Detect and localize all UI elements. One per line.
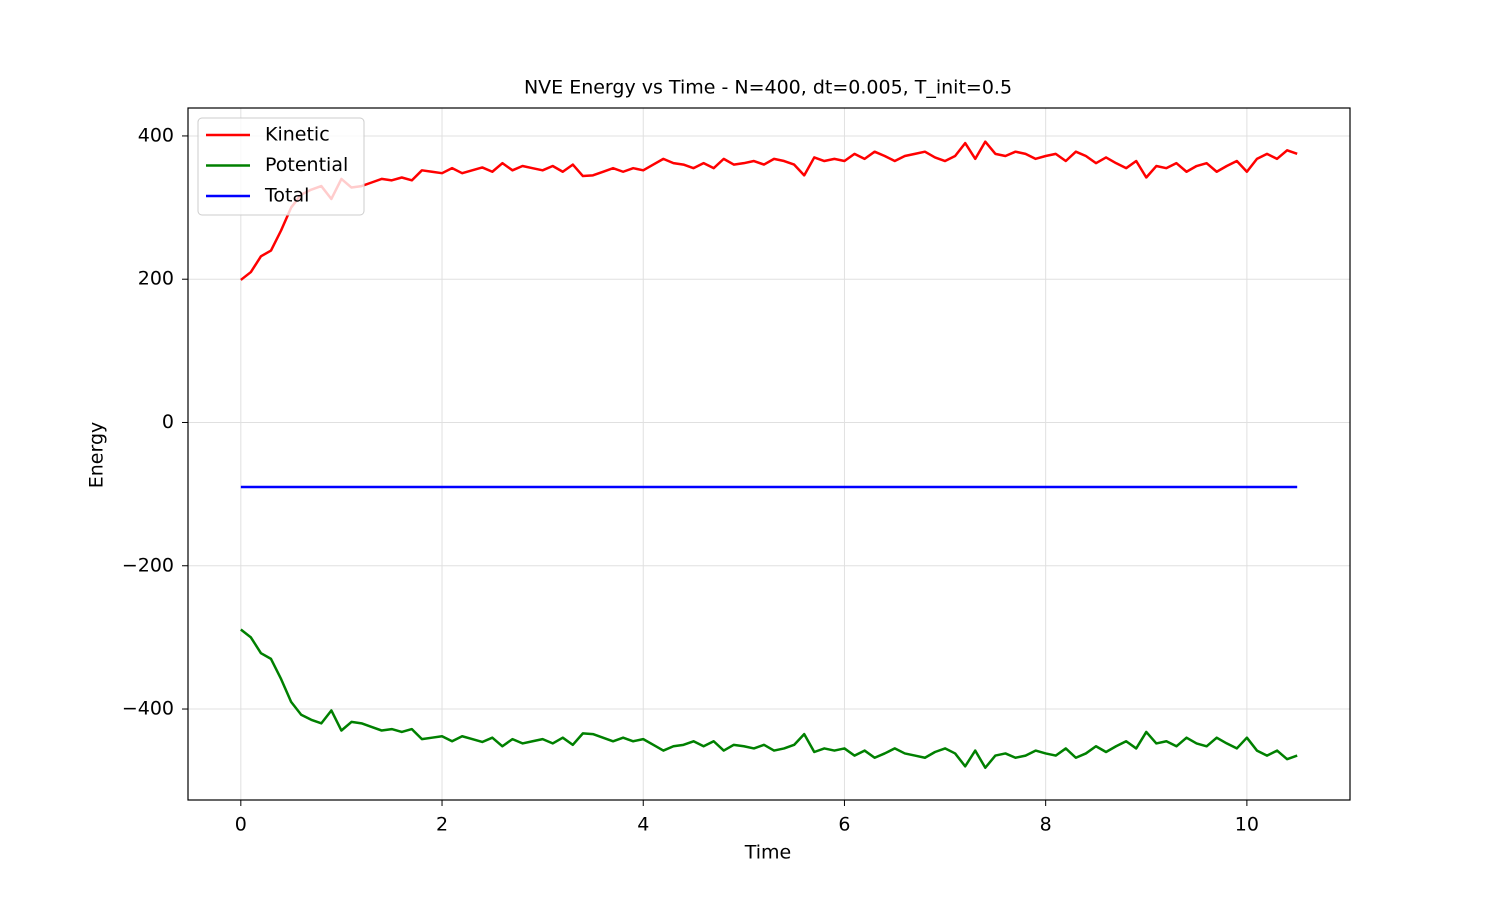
y-axis-label: Energy xyxy=(86,422,108,489)
legend-label: Potential xyxy=(265,154,348,176)
series-line xyxy=(240,140,1298,281)
x-tick-label: 6 xyxy=(838,814,850,836)
x-tick-label: 10 xyxy=(1235,814,1259,836)
x-tick-label: 0 xyxy=(235,814,247,836)
series-line xyxy=(240,628,1298,770)
legend: Kinetic Potential Total xyxy=(197,117,365,216)
y-tick-label: 400 xyxy=(138,124,174,146)
legend-box xyxy=(197,117,365,216)
legend-label: Total xyxy=(264,185,309,207)
chart-title: NVE Energy vs Time - N=400, dt=0.005, T_… xyxy=(524,77,1012,99)
y-tick-label: 200 xyxy=(138,268,174,290)
y-tick-label: −400 xyxy=(122,698,174,720)
y-tick-label: −200 xyxy=(122,554,174,576)
x-axis-label: Time xyxy=(744,842,792,864)
legend-label: Kinetic xyxy=(265,124,330,146)
y-tick-label: 0 xyxy=(162,411,174,433)
x-tick-label: 8 xyxy=(1040,814,1052,836)
x-tick-label: 4 xyxy=(637,814,649,836)
x-tick-label: 2 xyxy=(436,814,448,836)
plot-frame xyxy=(187,107,1351,801)
